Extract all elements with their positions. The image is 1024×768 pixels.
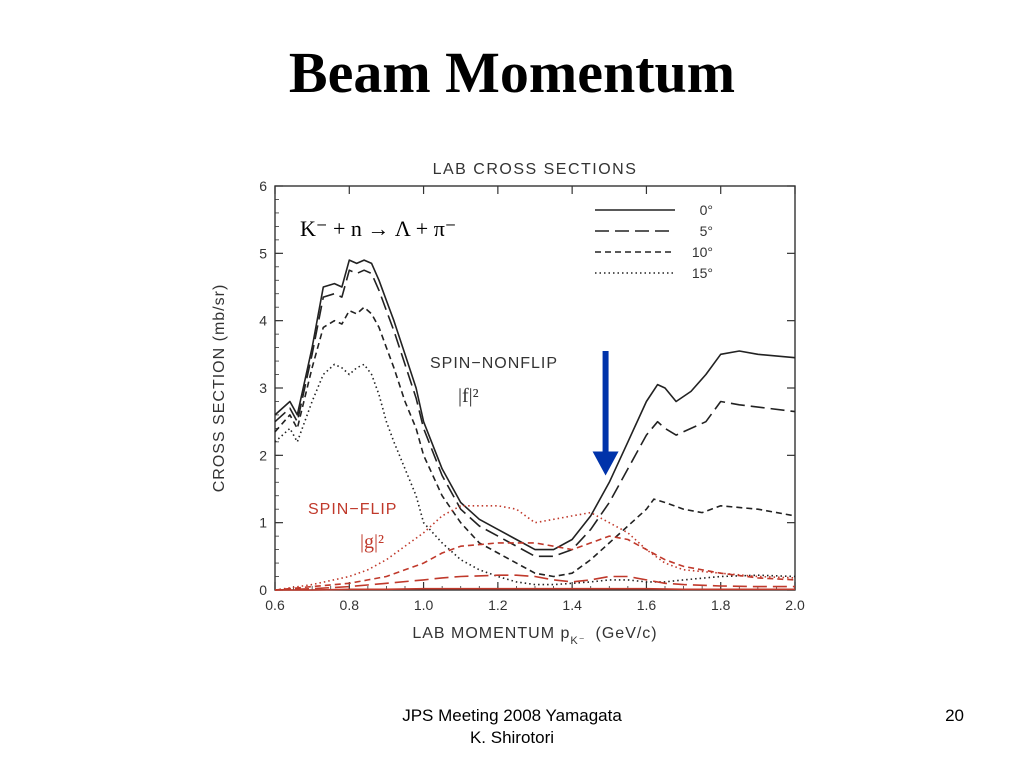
x-tick-label: 1.6 (637, 597, 657, 613)
y-tick-label: 1 (259, 515, 267, 531)
spin-flip-label: SPIN−FLIP (308, 501, 397, 518)
x-axis-title-text: LAB MOMENTUM p (412, 625, 570, 642)
x-tick-label: 1.2 (488, 597, 508, 613)
y-tick-label: 4 (259, 313, 267, 329)
spin-nonflip-series-0deg (274, 259, 796, 551)
spin-flip-symbol: |g|² (360, 531, 384, 553)
legend: 0° 5° 10° 15° (595, 202, 713, 281)
y-tick-label: 2 (259, 447, 267, 463)
spin-nonflip-label: SPIN−NONFLIP (430, 355, 558, 372)
footer-event: JPS Meeting 2008 Yamagata (402, 706, 622, 725)
plot-frame (274, 185, 796, 591)
y-tick-label: 0 (259, 582, 267, 598)
svg-text:LAB MOMENTUM pK⁻(GeV/c): LAB MOMENTUM pK⁻ (GeV/c) (412, 625, 657, 647)
x-tick-label: 2.0 (785, 597, 805, 613)
legend-label: 0° (700, 202, 713, 218)
legend-label: 5° (700, 223, 713, 239)
legend-label: 10° (692, 244, 713, 260)
y-tick-label: 5 (259, 245, 267, 261)
spin-flip-series-5deg (274, 574, 795, 591)
arrow-down-icon (592, 451, 619, 476)
legend-label: 15° (692, 265, 713, 281)
spin-nonflip-series-10deg (274, 306, 796, 578)
spin-nonflip-series-5deg (274, 269, 796, 558)
cross-section-figure: LAB CROSS SECTIONS 0.6 0.8 1.0 1.2 1.4 1.6 1.8… (200, 150, 820, 650)
x-tick-label: 0.6 (265, 597, 285, 613)
slide-title: Beam Momentum (288, 40, 736, 105)
x-tick-label: 1.8 (711, 597, 731, 613)
cross-section-chart: LAB CROSS SECTIONS 0.6 0.8 1.0 1.2 1.4 1.6 1.8… (211, 161, 805, 647)
y-axis-title: CROSS SECTION (mb/sr) (211, 284, 228, 493)
x-tick-label: 1.0 (414, 597, 434, 613)
footer: JPS Meeting 2008 Yamagata K. Shirotori (312, 705, 712, 749)
x-tick-label: 1.4 (562, 597, 582, 613)
x-axis-title-subscript: K⁻ (570, 635, 585, 647)
y-tick-label: 3 (259, 380, 267, 396)
x-tick-label: 0.8 (340, 597, 360, 613)
reaction-equation: K⁻ + n → Λ + π⁻ (300, 216, 456, 241)
page-number: 20 (945, 706, 964, 725)
spin-flip-series-0deg (275, 587, 795, 591)
footer-author: K. Shirotori (469, 728, 555, 747)
spin-nonflip-series-15deg (274, 363, 796, 586)
y-tick-label: 6 (259, 178, 267, 194)
chart-title: LAB CROSS SECTIONS (433, 161, 638, 178)
spin-flip-series-10deg (274, 535, 796, 591)
x-axis-title-unit: (GeV/c) (596, 625, 658, 642)
spin-flip-series-15deg (274, 505, 796, 591)
spin-nonflip-symbol: |f|² (458, 385, 479, 407)
x-axis-title: LAB MOMENTUM pK⁻ (GeV/c) (412, 625, 657, 647)
